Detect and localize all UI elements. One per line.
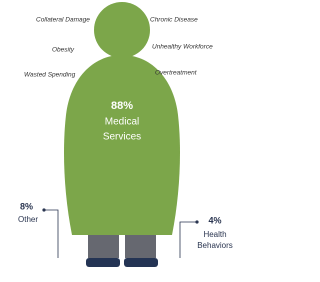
other-percent: 8%	[20, 201, 33, 211]
cause-label: Obesity	[52, 47, 75, 54]
left-leg	[88, 235, 119, 258]
connector-dot	[195, 220, 198, 223]
cause-label: Wasted Spending	[24, 72, 76, 79]
health-percent: 4%	[208, 215, 221, 225]
health-label-line: Behaviors	[197, 241, 233, 250]
cause-label: Chronic Disease	[150, 17, 198, 24]
connector	[44, 210, 58, 258]
right-leg	[125, 235, 156, 258]
right-foot	[124, 258, 158, 267]
left-foot	[86, 258, 120, 267]
main-percent: 88%	[111, 100, 133, 112]
connector	[180, 222, 197, 258]
head	[94, 2, 150, 58]
cause-label: Unhealthy Workforce	[152, 44, 213, 51]
body	[64, 55, 180, 235]
cause-label: Overtreatment	[155, 70, 198, 77]
main-label-line: Services	[103, 132, 141, 143]
connector-dot	[42, 208, 45, 211]
cause-label: Collateral Damage	[36, 17, 90, 24]
main-label-line: Medical	[105, 117, 139, 128]
infographic: Collateral Damage Obesity Wasted Spendin…	[0, 0, 245, 282]
health-label-line: Health	[203, 230, 226, 239]
other-label: Other	[18, 215, 38, 224]
